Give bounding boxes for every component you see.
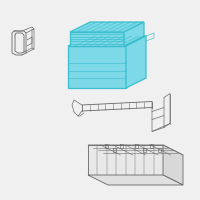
Polygon shape — [124, 22, 144, 46]
Polygon shape — [163, 145, 183, 185]
Polygon shape — [70, 32, 124, 46]
Polygon shape — [88, 145, 183, 155]
Polygon shape — [88, 145, 163, 175]
Polygon shape — [126, 36, 146, 88]
Polygon shape — [70, 22, 144, 32]
Polygon shape — [68, 46, 126, 88]
Polygon shape — [68, 36, 146, 46]
Polygon shape — [88, 175, 183, 185]
